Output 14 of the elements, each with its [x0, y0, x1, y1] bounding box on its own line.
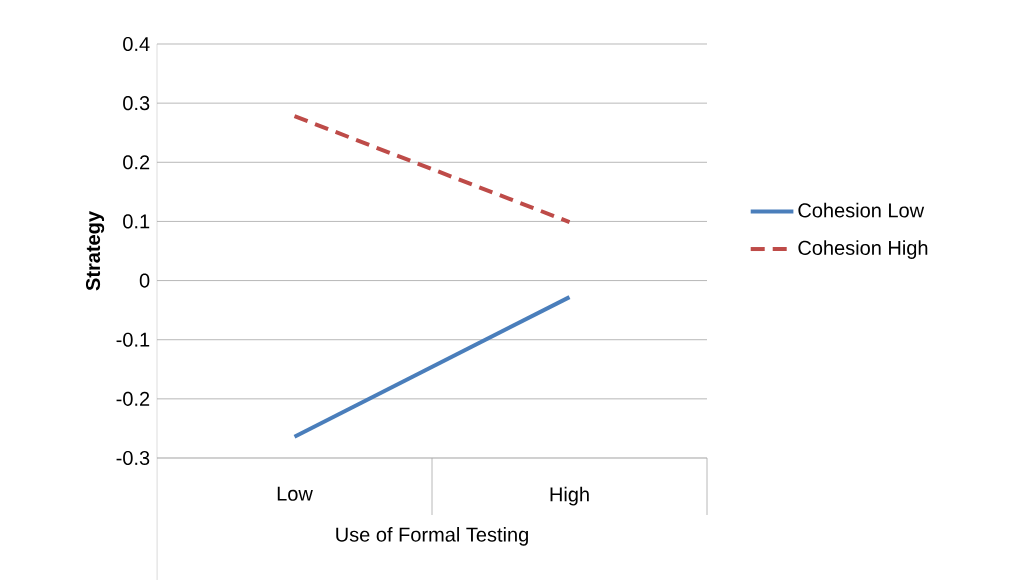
y-tick-label: 0.1: [123, 214, 150, 229]
y-tick-label: 0.2: [123, 155, 150, 170]
y-tick-label: 0.3: [123, 95, 150, 111]
y-tick-label: -0.1: [116, 332, 150, 347]
legend-label: Cohesion High: [798, 240, 928, 259]
y-axis-title: Strategy: [85, 210, 105, 291]
x-tick-label: High: [550, 486, 589, 506]
y-tick-label: -0.3: [116, 450, 150, 465]
y-tick-label: 0: [139, 273, 150, 288]
x-axis-title: Use of Formal Testing: [336, 526, 528, 546]
x-tick-label: Low: [277, 486, 313, 501]
legend-label: Cohesion Low: [798, 202, 925, 218]
y-tick-label: -0.2: [116, 391, 150, 406]
y-tick-label: 0.4: [123, 36, 150, 51]
